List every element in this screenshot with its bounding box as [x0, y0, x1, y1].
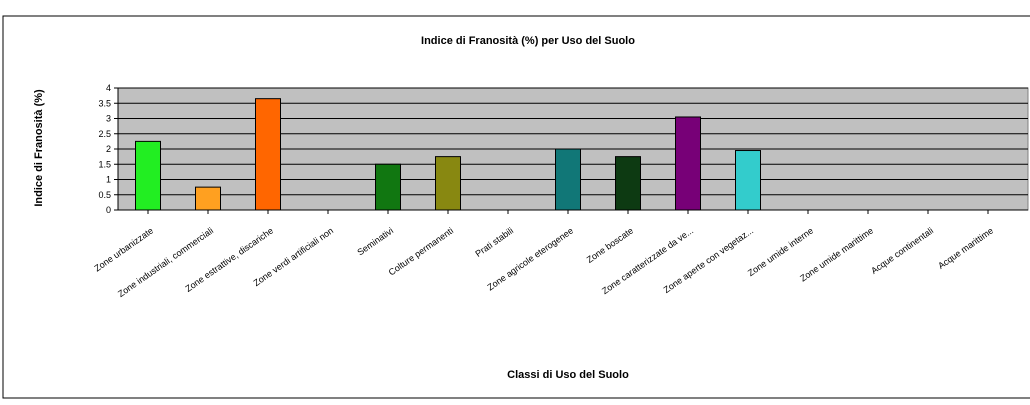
y-tick-label: 2.5 — [98, 129, 111, 139]
bar — [555, 148, 581, 211]
bar — [435, 156, 461, 211]
y-tick-label: 1.5 — [98, 159, 111, 169]
y-tick-label: 0 — [106, 205, 111, 215]
bar — [615, 156, 641, 211]
y-tick-label: 1 — [106, 175, 111, 185]
y-tick-label: 4 — [106, 83, 111, 93]
chart-title: Indice di Franosità (%) per Uso del Suol… — [421, 35, 635, 47]
bar — [255, 98, 281, 211]
bar — [735, 150, 761, 211]
y-tick-label: 3.5 — [98, 98, 111, 108]
bar — [675, 116, 701, 211]
y-tick-label: 3 — [106, 114, 111, 124]
x-axis-label: Classi di Uso del Suolo — [507, 369, 629, 381]
bar — [195, 186, 221, 211]
y-axis-label: Indice di Franosità (%) — [33, 89, 45, 207]
y-tick-label: 0.5 — [98, 190, 111, 200]
bar — [135, 140, 161, 211]
bar — [375, 163, 401, 211]
y-tick-label: 2 — [106, 144, 111, 154]
